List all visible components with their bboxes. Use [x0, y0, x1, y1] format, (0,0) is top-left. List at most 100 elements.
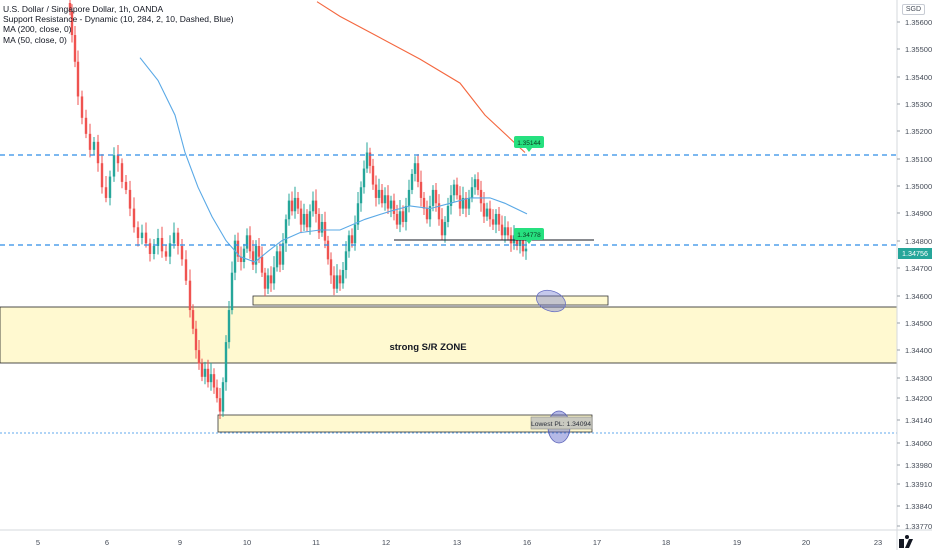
candle-down: [509, 235, 513, 244]
candle-up: [503, 227, 507, 236]
candle-down: [136, 227, 140, 238]
candle-down: [100, 163, 104, 188]
candle-down: [197, 350, 201, 364]
x-tick-label: 10: [243, 538, 251, 547]
candle-down: [132, 208, 136, 228]
candle-up: [356, 203, 360, 225]
candle-down: [164, 251, 168, 257]
candle-down: [212, 374, 216, 388]
candle-up: [311, 200, 315, 212]
candle-up: [473, 179, 477, 188]
price-badge-middle-bg: [514, 228, 544, 240]
candle-down: [194, 328, 198, 351]
legend-indicator-ma50: MA (50, close, 0): [3, 34, 67, 45]
candle-down: [290, 200, 294, 212]
candle-down: [299, 208, 303, 225]
y-tick-label: 1.34500: [905, 319, 932, 328]
candle-up: [227, 310, 231, 343]
candle-up: [230, 272, 234, 311]
ma200-line: [316, 1, 526, 153]
candle-up: [320, 221, 324, 233]
y-tick-label: 1.35500: [905, 45, 932, 54]
candle-down: [422, 197, 426, 209]
candle-down: [326, 240, 330, 260]
candle-down: [191, 310, 195, 329]
candle-down: [84, 117, 88, 134]
legend-indicator-sr: Support Resistance - Dynamic (10, 284, 2…: [3, 14, 234, 25]
candle-up: [140, 232, 144, 238]
candle-up: [168, 243, 172, 257]
current-price-text: 1.34756: [902, 249, 928, 258]
candle-up: [512, 235, 516, 244]
moving-averages-layer: [139, 1, 528, 263]
candle-up: [302, 213, 306, 225]
candle-down: [236, 240, 240, 257]
y-tick-label: 1.34060: [905, 439, 932, 448]
candle-down: [257, 245, 261, 257]
candle-up: [452, 184, 456, 196]
y-tick-label: 1.35600: [905, 18, 932, 27]
legend-symbol: U.S. Dollar / Singapore Dollar, 1h, OAND…: [3, 4, 164, 14]
candle-down: [479, 189, 483, 204]
x-tick-label: 18: [662, 538, 670, 547]
candle-down: [263, 272, 267, 289]
candle-down: [338, 275, 342, 284]
candle-up: [224, 342, 228, 383]
candle-down: [497, 213, 501, 225]
candle-down: [73, 35, 77, 62]
candle-up: [108, 176, 112, 198]
candle-up: [470, 187, 474, 198]
candle-down: [506, 227, 510, 236]
candle-down: [116, 155, 120, 164]
x-tick-label: 19: [733, 538, 741, 547]
candle-up: [383, 195, 387, 204]
candle-down: [314, 200, 318, 214]
candle-up: [293, 197, 297, 212]
candle-down: [374, 184, 378, 198]
candle-up: [407, 189, 411, 206]
candle-down: [68, 3, 72, 12]
currency-badge[interactable]: SGD: [901, 4, 925, 15]
candle-down: [440, 219, 444, 236]
candle-down: [482, 203, 486, 217]
candle-up: [377, 189, 381, 198]
candle-down: [317, 213, 321, 233]
candle-up: [284, 219, 288, 244]
candle-down: [88, 133, 92, 150]
annotations-layer: 1.35144 1.34778 Lowest PL: 1.34094 1.34756: [514, 136, 932, 444]
candle-up: [353, 224, 357, 244]
candle-down: [215, 387, 219, 399]
candle-down: [350, 235, 354, 244]
candle-down: [104, 187, 108, 198]
y-tick-label: 1.33910: [905, 480, 932, 489]
y-tick-label: 1.34800: [905, 237, 932, 246]
candle-down: [323, 221, 327, 241]
candle-down: [251, 251, 255, 265]
candle-up: [308, 211, 312, 228]
candle-up: [359, 187, 363, 204]
candle-down: [419, 181, 423, 198]
price-badge-upper: 1.35144: [514, 136, 544, 152]
candle-down: [395, 213, 399, 225]
y-tick-label: 1.34300: [905, 374, 932, 383]
price-badge-middle-pointer: [526, 240, 532, 244]
candle-down: [401, 211, 405, 222]
candles-layer: [68, 0, 528, 420]
candle-down: [176, 232, 180, 246]
candle-up: [410, 173, 414, 190]
candle-down: [437, 203, 441, 220]
candle-up: [347, 235, 351, 252]
x-tick-label: 16: [523, 538, 531, 547]
price-badge-middle-text: 1.34778: [517, 232, 541, 239]
candle-up: [344, 251, 348, 271]
candle-down: [392, 200, 396, 214]
x-tick-label: 23: [874, 538, 882, 547]
lowest-pl-bg: [530, 416, 593, 430]
candle-down: [180, 245, 184, 260]
candle-up: [221, 382, 225, 412]
y-tick-label: 1.34200: [905, 394, 932, 403]
levels-layer: [0, 154, 897, 434]
candle-up: [518, 240, 522, 246]
